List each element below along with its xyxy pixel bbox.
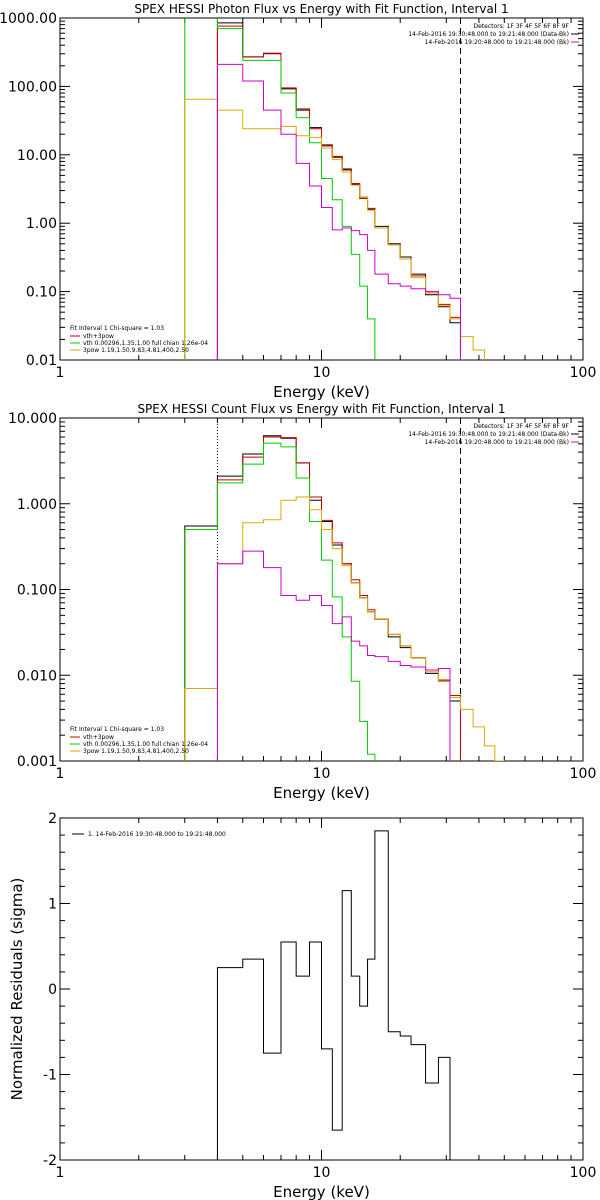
chart-title: SPEX HESSI Photon Flux vs Energy with Fi… — [134, 2, 508, 16]
legend-item-label: 3pow 1.19,1.50,9.83,4.81,400,2.50 — [83, 347, 189, 354]
residuals-panel: 1 10 100 -2 -1 0 1 2 Energy (keV) Normalized Resi… — [8, 811, 596, 1200]
y-tick-label: 2 — [48, 811, 57, 827]
legend-header: Fit Interval 1 Chi-square = 1.03 — [70, 726, 164, 733]
legend-item-label: 3pow 1.19,1.50,9.83,4.81,400,2.50 — [83, 748, 189, 755]
y-tick-label: 0.01 — [26, 353, 57, 369]
histogram-series-1 — [184, 436, 461, 761]
annotation-text: Detectors: 1F 3F 4F 5F 6F 8F 9F — [473, 23, 569, 30]
y-axis-label: Normalized Residuals (sigma) — [8, 878, 26, 1101]
chart-title: SPEX HESSI Count Flux vs Energy with Fit… — [137, 402, 505, 416]
histogram-series-0 — [216, 830, 461, 1160]
x-axis-label: Energy (keV) — [273, 784, 370, 802]
histogram-series-4 — [216, 63, 461, 360]
annotation-text: 14-Feb-2016 19:30:48.000 to 19:21:48.000… — [408, 31, 569, 38]
annotation-text: Detectors: 1F 3F 4F 5F 6F 8F 9F — [473, 423, 569, 430]
count-flux-panel: 1 10 100 0.001 0.010 0.100 1.000 10.000 SPEX HES… — [8, 402, 596, 802]
legend-item-label: vth+3pow — [83, 333, 114, 340]
legend-item-label: vth 0.00296,1.35,1.00 full chian 1.26e-0… — [83, 340, 208, 347]
legend-header: Fit Interval 1 Chi-square = 1.03 — [70, 325, 164, 332]
legend-item-label: vth+3pow — [83, 734, 114, 741]
annotation-text: 14-Feb-2016 19:30:48.000 to 19:21:48.000… — [408, 431, 569, 438]
x-tick-label: 10 — [313, 1165, 331, 1181]
x-tick-label: 100 — [570, 365, 597, 381]
y-tick-label: 0 — [48, 982, 57, 998]
annotation-text: 14-Feb-2016 19:20:48.000 to 19:21:48.000… — [425, 39, 569, 46]
y-tick-label: 0.010 — [17, 668, 57, 684]
x-tick-label: 10 — [313, 365, 331, 381]
x-axis-label: Energy (keV) — [273, 1183, 370, 1200]
y-tick-label: 0.001 — [17, 754, 57, 770]
histogram-series-3 — [184, 496, 505, 761]
photon-flux-panel: 1 10 100 0.01 0.10 1.00 10.00 100.00 1000.00 SPEX… — [0, 2, 596, 401]
histogram-series-0 — [184, 435, 461, 761]
annotation-text: 14-Feb-2016 19:20:48.000 to 19:21:48.000… — [425, 439, 569, 446]
histogram-series-0 — [216, 22, 461, 360]
x-tick-label: 1 — [56, 766, 65, 782]
histogram-series-1 — [216, 25, 461, 360]
y-tick-label: 1 — [48, 897, 57, 913]
y-tick-label: 0.10 — [26, 285, 57, 301]
y-tick-label: 10.00 — [17, 148, 57, 164]
x-tick-label: 10 — [313, 766, 331, 782]
x-tick-label: 1 — [56, 1165, 65, 1181]
series-group — [184, 18, 485, 360]
legend-item-label: 1. 14-Feb-2016 19:30:48.000 to 19:21:48.… — [88, 831, 226, 838]
y-tick-label: 0.100 — [17, 583, 57, 599]
plot-frame — [59, 417, 584, 762]
series-group — [216, 830, 461, 1160]
legend-item-label: vth 0.00296,1.35,1.00 full chian 1.26e-0… — [83, 741, 208, 748]
x-axis-label: Energy (keV) — [273, 383, 370, 401]
x-tick-label: 100 — [570, 766, 597, 782]
y-tick-label: 1.00 — [26, 216, 57, 232]
histogram-series-2 — [184, 442, 376, 761]
series-group — [184, 435, 505, 761]
y-tick-label: 1000.00 — [0, 11, 57, 27]
histogram-series-4 — [216, 550, 451, 761]
x-tick-label: 1 — [56, 365, 65, 381]
y-tick-label: 1.000 — [17, 497, 57, 513]
histogram-series-2 — [184, 18, 376, 360]
histogram-series-3 — [184, 98, 485, 360]
y-tick-label: 100.00 — [8, 79, 57, 95]
y-tick-label: -1 — [43, 1068, 57, 1084]
x-tick-label: 100 — [570, 1165, 597, 1181]
y-tick-label: -2 — [43, 1153, 57, 1169]
y-tick-label: 10.000 — [8, 411, 57, 427]
